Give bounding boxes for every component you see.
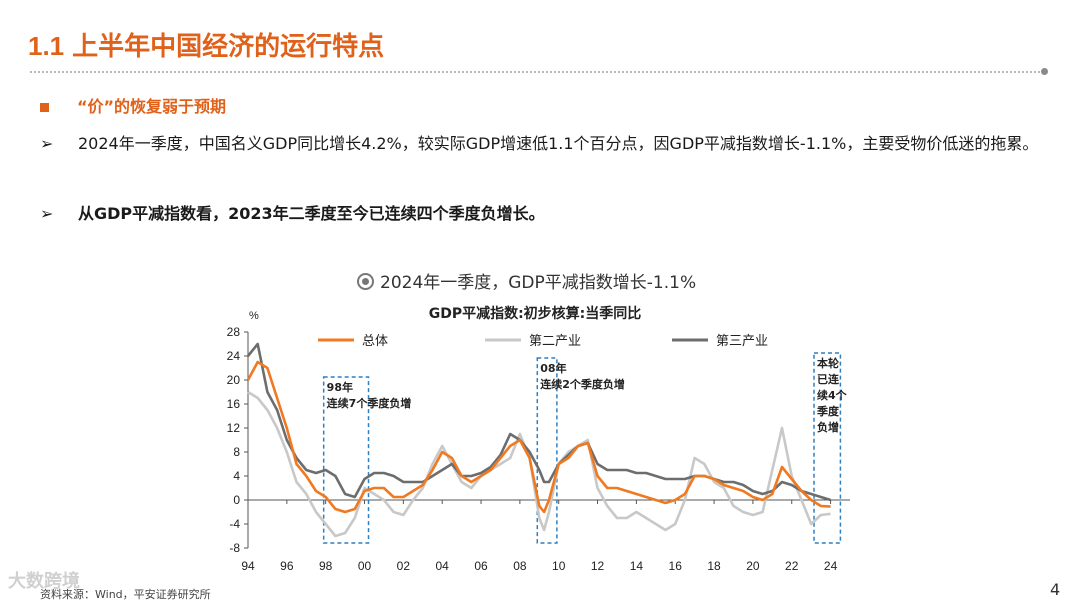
chart-caption: 2024年一季度，GDP平减指数增长-1.1%	[357, 268, 696, 293]
x-tick-label: 00	[358, 559, 372, 573]
subtitle-text: “价”的恢复弱于预期	[77, 97, 227, 116]
bullet-1-text: 2024年一季度，中国名义GDP同比增长4.2%，较实际GDP增速低1.1个百分…	[78, 134, 1039, 153]
source-footnote: 资料来源：Wind，平安证券研究所	[40, 588, 211, 601]
annotation-text: 本轮已连续4个季度负增	[816, 356, 848, 434]
y-tick-label: 20	[227, 373, 241, 387]
y-axis-unit: %	[249, 310, 259, 322]
divider-end-dot	[1041, 68, 1048, 75]
slide-title-text: 上半年中国经济的运行特点	[72, 32, 385, 62]
x-tick-label: 98	[319, 559, 333, 573]
annotation-text: 98年连续7个季度负增	[327, 380, 412, 410]
y-tick-label: -4	[229, 517, 240, 531]
legend-label: 第三产业	[716, 334, 768, 349]
y-tick-label: 12	[227, 421, 241, 435]
x-tick-label: 20	[746, 559, 760, 573]
bullet-2-text: 从GDP平减指数看，2023年二季度至今已连续四个季度负增长。	[78, 204, 545, 223]
legend-label: 总体	[362, 334, 388, 349]
series-line-第二产业	[247, 390, 831, 538]
chart-caption-text: 2024年一季度，GDP平减指数增长-1.1%	[380, 273, 697, 293]
x-tick-label: 24	[824, 559, 838, 573]
radio-circle-icon	[357, 273, 374, 290]
x-tick-label: 16	[669, 559, 683, 573]
page-number: 4	[1050, 580, 1061, 599]
x-tick-label: 96	[280, 559, 294, 573]
section-subtitle: “价”的恢复弱于预期	[40, 93, 226, 117]
series-line-第三产业	[246, 342, 831, 502]
x-tick-label: 04	[436, 559, 450, 573]
x-tick-label: 18	[707, 559, 721, 573]
slide-title: 1.1 上半年中国经济的运行特点	[28, 26, 384, 63]
y-tick-label: 28	[227, 325, 241, 339]
x-tick-label: 22	[785, 559, 799, 573]
x-tick-label: 06	[474, 559, 488, 573]
title-divider	[30, 71, 1044, 73]
annotation-box	[536, 357, 558, 544]
annotation-box	[322, 376, 370, 544]
x-tick-label: 10	[552, 559, 566, 573]
y-tick-label: 8	[233, 445, 240, 459]
x-tick-label: 94	[241, 559, 255, 573]
square-bullet-icon	[40, 103, 49, 112]
arrow-bullet-icon: ➢	[40, 204, 54, 223]
chart-title: GDP平减指数:初步核算:当季同比	[429, 305, 642, 322]
x-tick-label: 12	[591, 559, 605, 573]
x-tick-label: 14	[630, 559, 644, 573]
series-line-总体	[246, 360, 831, 514]
annotation-box	[813, 352, 842, 544]
slide-title-number: 1.1	[28, 31, 65, 61]
x-tick-label: 08	[513, 559, 527, 573]
watermark: 大数跨境	[8, 571, 80, 592]
y-tick-label: 16	[227, 397, 241, 411]
arrow-bullet-icon: ➢	[40, 134, 54, 153]
legend-label: 第二产业	[529, 334, 581, 349]
y-tick-label: 4	[233, 469, 240, 483]
x-tick-label: 02	[397, 559, 411, 573]
y-tick-label: 24	[227, 349, 241, 363]
y-tick-label: -8	[229, 541, 240, 555]
annotation-text: 08年连续2个季度负增	[540, 361, 625, 391]
y-tick-label: 0	[233, 493, 240, 507]
